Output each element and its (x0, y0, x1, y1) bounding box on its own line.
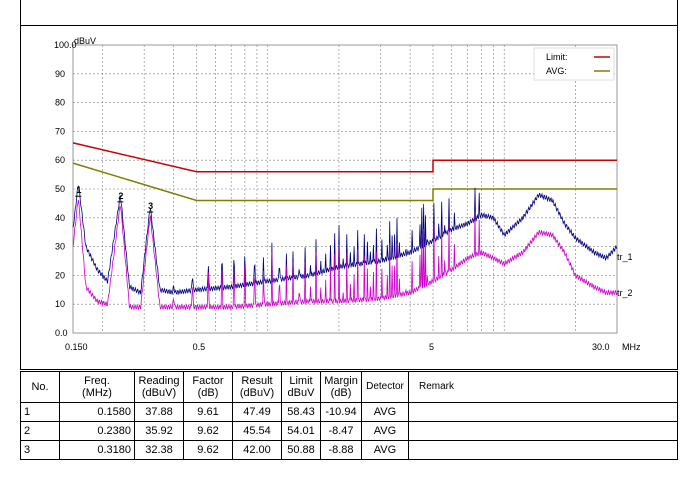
header-remark: Remark (408, 371, 678, 403)
cell-remark (408, 402, 678, 422)
plot-area (52, 35, 640, 353)
cell-result: 42.00 (232, 440, 282, 460)
legend-label-limit: Limit: (546, 52, 568, 62)
table-row: 1 0.1580 37.88 9.61 47.49 58.43 -10.94 A… (20, 402, 678, 422)
peak-marker-label: 3 (148, 201, 153, 211)
cell-factor: 9.61 (183, 402, 233, 422)
cell-result: 45.54 (232, 421, 282, 441)
x-axis-unit: MHz (622, 342, 641, 352)
header-margin-label: Margin (324, 375, 358, 387)
y-tick-label: 50 (55, 184, 65, 194)
cell-result: 47.49 (232, 402, 282, 422)
cell-remark (408, 421, 678, 441)
cell-limit: 58.43 (281, 402, 321, 422)
header-frame (20, 0, 678, 26)
y-tick-label: 10 (55, 299, 65, 309)
y-tick-label: 100.0 (54, 40, 77, 50)
peak-marker-label: 1 (76, 185, 81, 195)
chart-frame (20, 26, 678, 370)
header-result-label: Result (241, 375, 273, 387)
header-no-label: No. (31, 381, 49, 393)
series-layer (72, 142, 618, 311)
header-factor: Factor (dB) (183, 371, 233, 403)
legend-box (533, 47, 615, 81)
series-line-tr2 (72, 200, 618, 311)
table-row: 3 0.3180 32.38 9.62 42.00 50.88 -8.88 AV… (20, 440, 678, 460)
ticks-layer: 0.0 10 20 30 40 50 60 70 80 90 100.0 0.150 0.5 5 30.0 (54, 40, 610, 352)
y-axis-unit: dBuV (74, 36, 96, 46)
table-row: 2 0.2380 35.92 9.62 45.54 54.01 -8.47 AV… (20, 421, 678, 441)
results-table: No. Freq. (MHz) Reading (dBuV) Factor (dB) … (20, 371, 678, 460)
y-tick-label: 70 (55, 126, 65, 136)
y-tick-label: 30 (55, 242, 65, 252)
header-result-unit: (dBuV) (239, 387, 275, 399)
series-end-label-tr2: tr_2 (617, 288, 633, 298)
series-line-limit (72, 142, 617, 173)
cell-no: 1 (20, 402, 60, 422)
header-detector: Detector (361, 371, 409, 403)
header-limit-unit: dBuV (287, 387, 315, 399)
y-tick-label: 0.0 (55, 328, 68, 338)
cell-no: 3 (20, 440, 60, 460)
header-freq: Freq. (MHz) (59, 371, 135, 403)
y-tick-label: 60 (55, 155, 65, 165)
cell-freq: 0.3180 (59, 440, 135, 460)
peak-marker-label: 2 (118, 191, 123, 201)
cell-remark (408, 440, 678, 460)
cell-margin: -8.47 (320, 421, 362, 441)
cell-reading: 32.38 (134, 440, 184, 460)
header-factor-unit: (dB) (197, 387, 219, 399)
cell-detector: AVG (361, 402, 409, 422)
emi-chart: 1 2 3 0.0 10 20 30 40 50 60 70 80 90 100.0 0.150 0.5 5 3… (52, 35, 641, 353)
header-freq-label: Freq. (84, 375, 110, 387)
header-freq-unit: (MHz) (82, 387, 112, 399)
x-tick-label: 5 (429, 342, 434, 352)
series-line-avg (72, 162, 617, 202)
series-line-tr1 (72, 185, 618, 296)
legend: Limit: AVG: (533, 47, 615, 81)
header-margin: Margin (dB) (320, 371, 362, 403)
x-tick-label: 0.150 (65, 342, 88, 352)
cell-factor: 9.62 (183, 440, 233, 460)
legend-label-avg: AVG: (546, 66, 567, 76)
header-reading-label: Reading (138, 375, 180, 387)
header-reading-unit: (dBuV) (141, 387, 177, 399)
cell-limit: 50.88 (281, 440, 321, 460)
cell-no: 2 (20, 421, 60, 441)
header-detector-label: Detector (366, 381, 404, 392)
cell-margin: -10.94 (320, 402, 362, 422)
cell-detector: AVG (361, 421, 409, 441)
cell-factor: 9.62 (183, 421, 233, 441)
header-limit-label: Limit (289, 375, 313, 387)
header-limit: Limit dBuV (281, 371, 321, 403)
header-remark-label: Remark (419, 381, 455, 392)
series-end-label-tr1: tr_1 (617, 252, 633, 262)
header-margin-unit: (dB) (330, 387, 352, 399)
x-tick-label: 0.5 (193, 342, 206, 352)
header-no: No. (20, 371, 60, 403)
y-tick-label: 20 (55, 270, 65, 280)
y-tick-label: 80 (55, 98, 65, 108)
header-result: Result (dBuV) (232, 371, 282, 403)
marker-layer: 1 2 3 (75, 185, 153, 213)
cell-reading: 37.88 (134, 402, 184, 422)
cell-detector: AVG (361, 440, 409, 460)
x-tick-label: 30.0 (592, 342, 610, 352)
cell-freq: 0.1580 (59, 402, 135, 422)
cell-freq: 0.2380 (59, 421, 135, 441)
header-factor-label: Factor (192, 375, 224, 387)
table-header-row: No. Freq. (MHz) Reading (dBuV) Factor (dB) … (20, 371, 678, 403)
y-tick-label: 90 (55, 69, 65, 79)
cell-reading: 35.92 (134, 421, 184, 441)
header-reading: Reading (dBuV) (134, 371, 184, 403)
cell-limit: 54.01 (281, 421, 321, 441)
y-tick-label: 40 (55, 213, 65, 223)
cell-margin: -8.88 (320, 440, 362, 460)
